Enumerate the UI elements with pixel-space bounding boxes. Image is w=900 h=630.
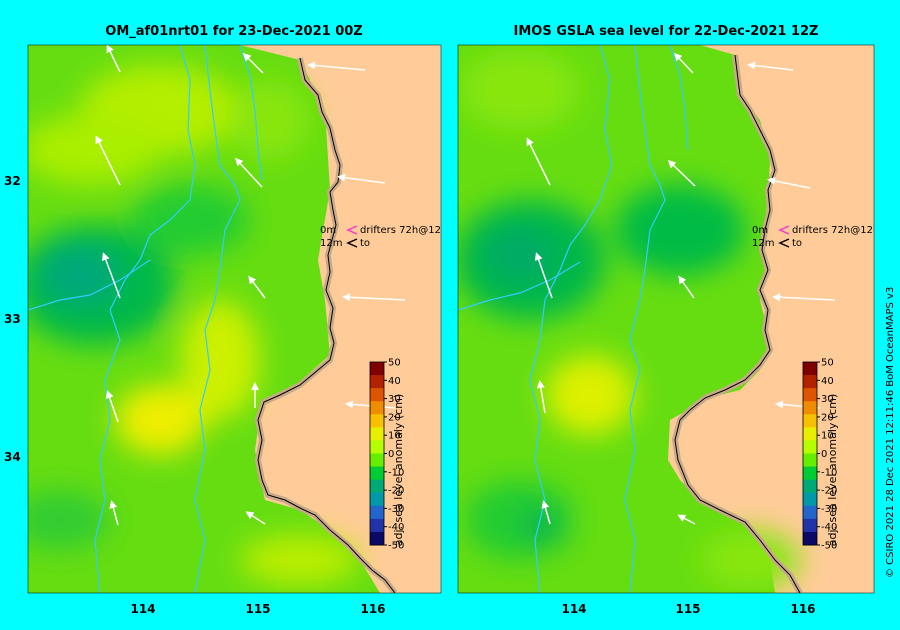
colorbar-tick-label: 20 <box>821 412 834 423</box>
colorbar-swatch <box>370 479 384 494</box>
colorbar-swatch <box>803 362 817 376</box>
legend-drifters-label: drifters 72h@12h <box>792 225 879 236</box>
colorbar-swatch <box>370 427 384 441</box>
colorbar-swatch <box>370 401 384 415</box>
colorbar-tick-label: -20 <box>821 486 837 497</box>
y-tick-label: 32 <box>4 174 21 188</box>
colorbar-tick-label: 40 <box>388 376 401 387</box>
legend-to-label: to <box>792 238 802 249</box>
legend-depth-12m: 12m <box>752 238 774 249</box>
colorbar-swatch <box>370 453 384 468</box>
colorbar-tick-label: 30 <box>821 394 834 405</box>
legend-depth-0m: 0m <box>752 225 768 236</box>
colorbar-tick-label: -20 <box>388 486 404 497</box>
colorbar-swatch <box>370 362 384 376</box>
colorbar-tick-label: 20 <box>388 412 401 423</box>
colorbar-right: 50 40 30 20 10 0 -10 -20 -30 -40 -50 adj. sea leve… <box>802 358 839 552</box>
colorbar-swatch <box>370 388 384 402</box>
x-axis-left: 114 115 116 <box>130 602 385 616</box>
colorbar-swatch <box>370 518 384 533</box>
colorbar-tick-label: -50 <box>388 541 404 552</box>
arrow-legend-icon <box>778 225 790 235</box>
colorbar-swatch <box>803 518 817 533</box>
colorbar-swatch <box>370 505 384 520</box>
colorbar-tick-label: -40 <box>821 522 837 533</box>
legend-depth-0m: 0m <box>320 225 336 236</box>
y-tick-label: 34 <box>4 450 21 464</box>
colorbar-swatch <box>803 466 817 481</box>
colorbar-swatch <box>370 440 384 454</box>
colorbar-label-left: adj. sea level anomaly (cm) <box>392 394 405 546</box>
colorbar-swatch <box>803 427 817 441</box>
arrow-legend-icon <box>778 238 790 248</box>
x-tick-label: 115 <box>245 602 270 616</box>
panel-title-left: OM_af01nrt01 for 23-Dec-2021 00Z <box>105 24 363 39</box>
colorbar-tick-label: -50 <box>821 541 837 552</box>
colorbar-swatch <box>803 492 817 507</box>
arrow-legend-icon <box>346 225 358 235</box>
colorbar-swatch <box>370 414 384 428</box>
bathymetry-contours-right <box>458 45 689 593</box>
colorbar-swatch <box>803 401 817 415</box>
x-tick-label: 116 <box>790 602 815 616</box>
colorbar-swatch <box>803 414 817 428</box>
colorbar-swatch <box>370 531 384 546</box>
x-tick-label: 115 <box>675 602 700 616</box>
colorbar-tick-label: 50 <box>388 358 401 369</box>
colorbar-swatch <box>803 453 817 468</box>
legend-drifters-label: drifters 72h@12h <box>360 225 447 236</box>
arrow-legend-icon <box>346 238 358 248</box>
x-tick-label: 116 <box>360 602 385 616</box>
colorbar-tick-label: 40 <box>821 376 834 387</box>
colorbar-swatch <box>370 375 384 389</box>
drift-arrows-right <box>526 52 836 525</box>
sla-field-left <box>28 45 380 593</box>
drifter-legend-right: 0m drifters 72h@12h 12m to <box>752 225 879 249</box>
colorbar-tick-label: -10 <box>388 467 404 478</box>
colorbar-tick-label: -30 <box>821 504 837 515</box>
colorbar-swatch <box>370 492 384 507</box>
colorbar-tick-label: -10 <box>821 467 837 478</box>
x-tick-label: 114 <box>561 602 586 616</box>
colorbar-tick-label: -30 <box>388 504 404 515</box>
colorbar-tick-label: 0 <box>388 449 394 460</box>
colorbar-tick-label: 10 <box>821 431 834 442</box>
credit-text: © CSIRO 2021 28 Dec 2021 12:11:46 BoM Oc… <box>885 287 896 578</box>
colorbar-swatch <box>370 466 384 481</box>
colorbar-tick-label: -40 <box>388 522 404 533</box>
x-tick-label: 114 <box>130 602 155 616</box>
colorbar-swatch <box>803 440 817 454</box>
colorbar-swatch <box>803 479 817 494</box>
sla-field-right <box>458 45 800 593</box>
y-axis: 32 33 34 <box>4 174 21 464</box>
panel-title-right: IMOS GSLA sea level for 22-Dec-2021 12Z <box>513 24 819 39</box>
drifter-legend-left: 0m drifters 72h@12h 12m to <box>320 225 447 249</box>
x-axis-right: 114 115 116 <box>561 602 815 616</box>
colorbar-swatch <box>803 388 817 402</box>
colorbar-swatch <box>803 505 817 520</box>
colorbar-label-right: adj. sea level anomaly (cm) <box>826 394 839 546</box>
bathymetry-contours-left <box>28 45 263 593</box>
legend-depth-12m: 12m <box>320 238 342 249</box>
colorbar-swatch <box>803 531 817 546</box>
colorbar-tick-label: 0 <box>821 449 827 460</box>
y-tick-label: 33 <box>4 312 21 326</box>
colorbar-tick-label: 50 <box>821 358 834 369</box>
colorbar-tick-label: 30 <box>388 394 401 405</box>
colorbar-tick-label: 10 <box>388 431 401 442</box>
colorbar-swatch <box>803 375 817 389</box>
legend-to-label: to <box>360 238 370 249</box>
drift-arrows-left <box>95 45 406 526</box>
colorbar-left: 50 40 30 20 10 0 -10 -20 -30 -40 -50 adj. sea leve… <box>369 358 405 552</box>
right-map-panel: 0m drifters 72h@12h 12m to <box>458 45 879 593</box>
